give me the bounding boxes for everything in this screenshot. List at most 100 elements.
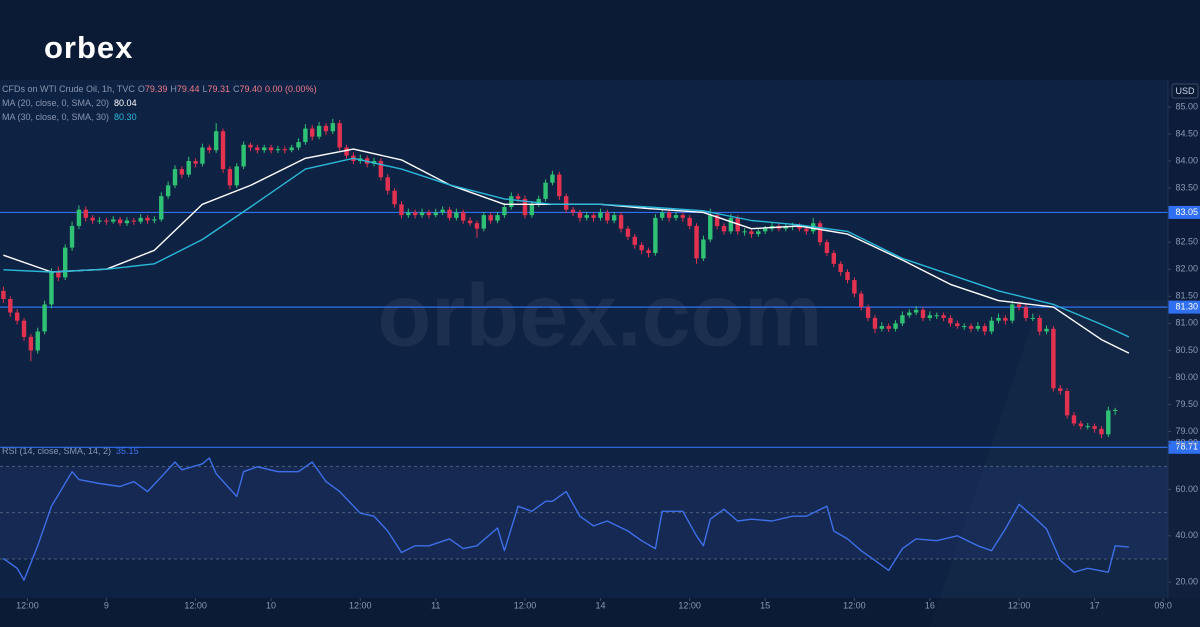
x-tick-label: 11 [431, 600, 440, 610]
candle-body [97, 220, 102, 222]
ohlc-label: C [233, 84, 240, 94]
y-tick-label: 79.00 [1175, 426, 1198, 436]
legend-value: 80.04 [114, 98, 137, 108]
time-axis-area [0, 598, 1200, 627]
candle-body [673, 215, 679, 218]
candle-body [646, 250, 651, 254]
candle-body [275, 149, 281, 151]
ohlc-label: L [202, 84, 207, 94]
x-tick-label: 12:00 [184, 600, 207, 610]
x-tick-label: 10 [266, 600, 276, 610]
ohlc-value: 79.44 [177, 84, 200, 94]
candle-body [666, 212, 672, 218]
candle-body [56, 271, 61, 278]
candle-body [262, 147, 267, 151]
candle-body [941, 315, 946, 318]
candle-body [955, 323, 960, 327]
candle-body [577, 212, 583, 218]
y-tick-label: 40.00 [1175, 530, 1198, 540]
level-label: 78.71 [1175, 442, 1198, 452]
candle-body [234, 166, 239, 186]
candle-body [996, 317, 1001, 321]
candle-body [625, 228, 631, 237]
candle-body [481, 215, 487, 229]
candle-body [598, 212, 603, 218]
candle-body [1023, 307, 1029, 318]
candle-body [1003, 317, 1008, 321]
candle-body [893, 323, 898, 329]
candle-body [509, 196, 514, 208]
candle-body [756, 231, 761, 235]
candle-body [440, 209, 445, 213]
y-tick-label: 20.00 [1175, 577, 1198, 587]
candle-body [900, 315, 905, 324]
x-tick-label: 09:0 [1154, 600, 1172, 610]
y-tick-label: 82.50 [1175, 237, 1198, 247]
candle-body [570, 209, 576, 213]
candle-body [639, 244, 644, 251]
candle-body [104, 220, 109, 222]
watermark: orbex.com [377, 265, 822, 364]
logo: orbex [44, 30, 133, 65]
candle-body [385, 177, 390, 191]
candle-body [378, 161, 384, 178]
series-line [2, 457, 1129, 581]
candle-body [399, 204, 404, 216]
candle-body [714, 215, 720, 226]
candle-body [426, 212, 432, 216]
y-tick-label: 84.50 [1175, 128, 1198, 138]
candle-body [831, 253, 836, 264]
candle-body [742, 231, 747, 233]
candle-body [1016, 304, 1022, 308]
candle-body [536, 198, 541, 205]
candle-body [8, 299, 13, 313]
candle-body [762, 228, 768, 232]
x-tick-label: 12:00 [843, 600, 866, 610]
candle-body [948, 317, 953, 324]
currency-box [1171, 83, 1199, 99]
y-tick-label: 79.50 [1175, 399, 1198, 409]
y-tick-label: 81.50 [1175, 291, 1198, 301]
candle-body [632, 236, 637, 245]
candle-body [145, 217, 150, 221]
x-tick-label: 9 [104, 600, 109, 610]
candle-body [90, 217, 95, 221]
candle-body [1092, 426, 1097, 429]
candle-body [310, 128, 315, 137]
candle-body [213, 131, 219, 151]
candle-body [680, 215, 686, 218]
rsi-legend: RSI (14, close, SMA, 14, 2) 35.15 [2, 446, 139, 456]
candle-body [248, 144, 253, 148]
candle-body [817, 223, 823, 243]
x-tick-label: 12:00 [678, 600, 701, 610]
candle-body [557, 174, 562, 197]
candle-body [824, 242, 830, 254]
x-tick-label: 14 [595, 600, 605, 610]
candle-body [330, 123, 336, 132]
candle-body [653, 217, 658, 254]
candle-body [337, 123, 342, 148]
series-line [3, 157, 1130, 338]
candle-body [1037, 317, 1042, 332]
candle-body [35, 331, 40, 351]
candle-body [138, 217, 143, 222]
y-tick-label: 84.00 [1175, 155, 1198, 165]
candle-body [1078, 423, 1084, 427]
candle-body [316, 125, 322, 137]
price-legend: CFDs on WTI Crude Oil, 1h, TVC O79.39 H79.… [2, 84, 317, 94]
candle-body [543, 182, 548, 199]
candle-body [111, 219, 116, 222]
candle-body [220, 131, 226, 170]
candle-body [412, 212, 418, 216]
candle-body [14, 312, 20, 321]
candle-body [618, 215, 624, 229]
legend-name: RSI (14, close, SMA, 14, 2) [2, 446, 111, 456]
candle-body [323, 125, 329, 132]
x-tick-label: 12:00 [349, 600, 372, 610]
candle-body [708, 215, 713, 240]
legend-value: 80.30 [114, 112, 137, 122]
y-tick-label: 80.50 [1175, 345, 1198, 355]
candle-body [255, 147, 260, 151]
candle-body [529, 204, 535, 216]
price-axis-area [1168, 80, 1200, 598]
